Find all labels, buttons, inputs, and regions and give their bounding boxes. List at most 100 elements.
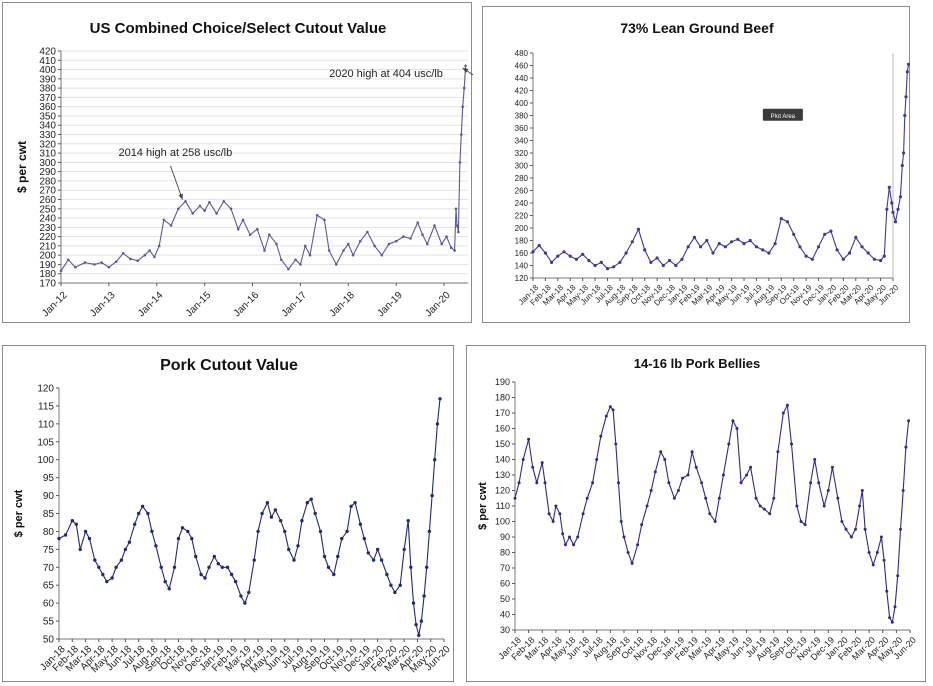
data-point: [581, 512, 585, 516]
y-tick-label: 420: [39, 47, 56, 58]
y-tick-label: 320: [515, 149, 529, 158]
data-point: [531, 465, 535, 469]
data-point: [674, 263, 678, 268]
data-point: [427, 529, 432, 534]
data-point: [860, 245, 864, 249]
data-point: [455, 224, 459, 227]
data-point: [252, 558, 256, 562]
annotation-text: 2020 high at 404 usc/lb: [329, 68, 443, 80]
data-point: [561, 532, 565, 536]
data-point: [430, 493, 434, 498]
y-tick-label: 460: [515, 61, 529, 70]
data-point: [359, 239, 362, 243]
data-point: [87, 536, 92, 541]
y-tick-label: 80: [500, 548, 510, 558]
y-tick-label: 170: [39, 279, 56, 290]
data-point: [527, 437, 531, 441]
y-tick-label: 140: [495, 455, 510, 465]
data-point: [366, 230, 369, 234]
data-point: [893, 220, 898, 224]
data-point: [460, 133, 463, 136]
data-point: [872, 257, 876, 261]
data-point: [186, 529, 190, 534]
y-tick-label: 160: [515, 249, 529, 258]
data-point: [776, 450, 780, 454]
chart-pork-bellies: 14-16 lb Pork Bellies 30 40 50 60 70 80 90 100 11…: [466, 345, 926, 682]
data-point: [379, 558, 384, 562]
y-tick-label: 310: [39, 149, 56, 160]
annotation-arrow: [170, 165, 183, 200]
data-point: [323, 218, 326, 222]
data-point: [461, 105, 465, 108]
data-point: [243, 601, 247, 605]
data-point: [661, 263, 665, 268]
data-point: [556, 254, 560, 258]
y-tick-label: 200: [515, 224, 529, 233]
data-point: [449, 246, 453, 249]
data-point: [191, 212, 194, 215]
data-point: [349, 504, 353, 508]
data-point: [860, 489, 864, 492]
data-point: [879, 535, 883, 539]
data-point: [169, 224, 173, 227]
data-point: [239, 594, 243, 598]
data-point: [863, 527, 867, 531]
data-point: [123, 547, 128, 552]
data-point: [129, 257, 132, 261]
data-point: [810, 257, 814, 261]
data-point: [562, 250, 566, 254]
y-tick-label: 160: [495, 424, 510, 434]
data-point: [438, 397, 442, 401]
data-point: [107, 265, 111, 269]
y-tick-label: 190: [39, 260, 56, 271]
data-point: [74, 265, 77, 269]
data-point: [785, 220, 790, 224]
data-point: [287, 267, 290, 271]
ground-beef-svg: 73% Lean Ground Beef 120 140 160 180 200 220 24…: [515, 20, 911, 308]
data-point: [300, 519, 304, 523]
data-point: [879, 258, 883, 263]
data-point: [275, 242, 278, 246]
data-point: [177, 207, 180, 211]
data-point: [342, 249, 345, 252]
data-point: [454, 207, 458, 211]
data-point: [699, 245, 703, 249]
data-point: [849, 535, 853, 539]
y-tick-label: 120: [495, 486, 510, 496]
data-point: [157, 244, 161, 248]
y-tick-label: 80: [43, 527, 55, 538]
data-point: [900, 163, 904, 168]
data-point: [347, 242, 350, 246]
data-point: [558, 512, 562, 516]
y-tick-label: 75: [43, 545, 55, 556]
data-point: [203, 209, 206, 212]
data-point: [133, 522, 137, 526]
data-point: [547, 512, 551, 516]
data-point: [184, 200, 187, 203]
data-point: [393, 590, 397, 595]
data-point: [66, 258, 70, 262]
data-point: [622, 535, 626, 539]
data-point: [180, 526, 185, 530]
data-point: [315, 214, 319, 217]
data-point: [256, 227, 259, 231]
y-tick-label: 115: [38, 401, 54, 412]
data-point: [101, 572, 105, 577]
data-point: [340, 536, 344, 541]
data-point: [233, 579, 238, 584]
y-tick-label: 90: [500, 532, 510, 542]
data-point: [543, 481, 547, 485]
data-point: [761, 248, 765, 252]
data-point: [762, 507, 766, 511]
data-point: [543, 251, 547, 255]
data-point: [419, 619, 424, 623]
data-point: [887, 185, 891, 189]
data-point: [896, 207, 900, 211]
y-tick-label: 380: [39, 84, 56, 95]
data-point: [903, 113, 907, 118]
data-point: [190, 536, 194, 541]
data-point: [686, 245, 690, 249]
data-point: [576, 535, 580, 539]
data-point: [890, 201, 894, 205]
data-point: [136, 259, 139, 263]
